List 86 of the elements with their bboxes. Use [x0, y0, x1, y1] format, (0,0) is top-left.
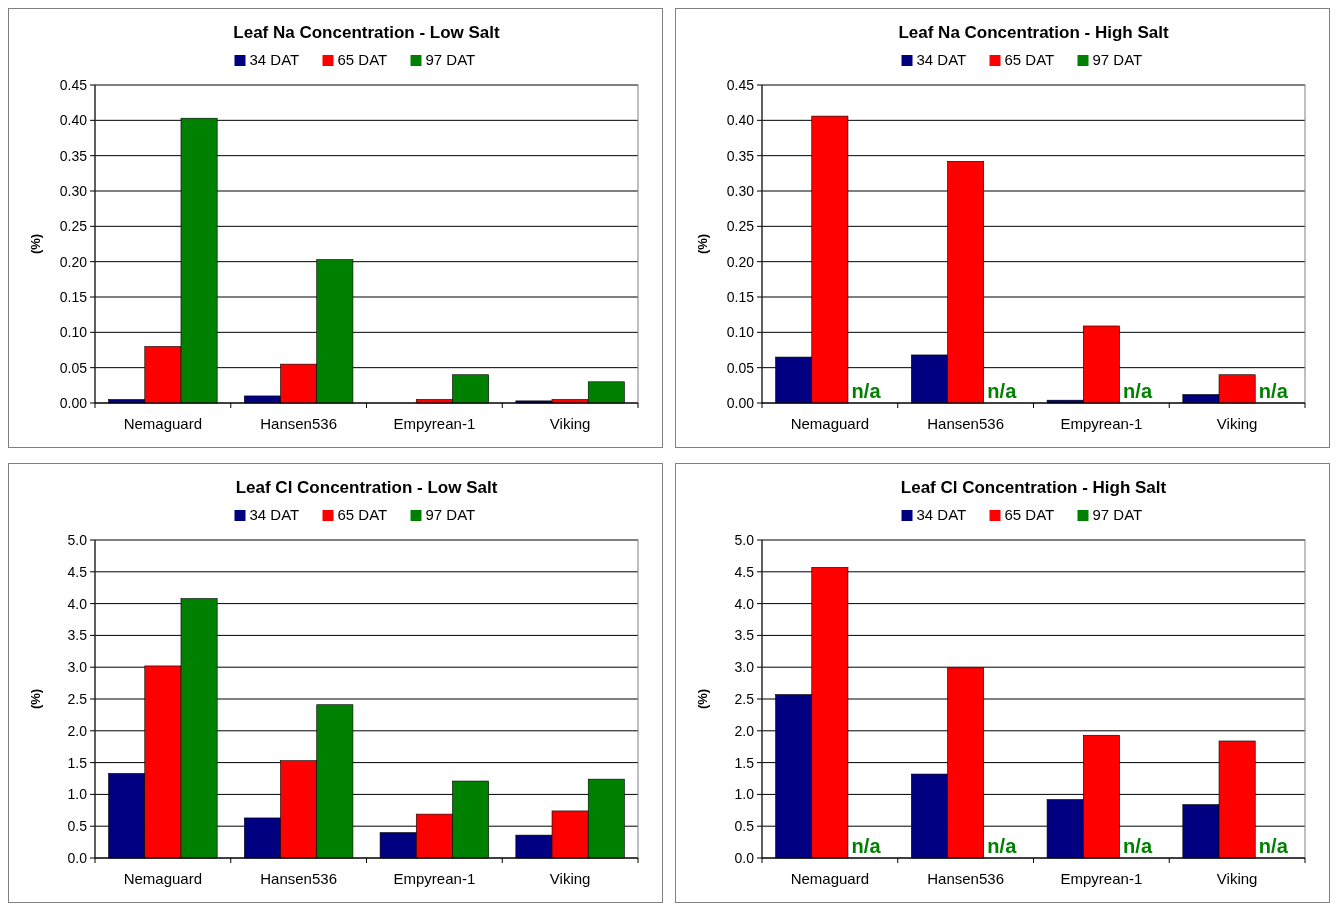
annotation: n/a	[987, 835, 1018, 857]
y-tick-label: 0.25	[726, 218, 755, 235]
legend-label: 65 DAT	[1004, 506, 1055, 523]
y-tick-label: 5.0	[734, 531, 755, 548]
legend-label: 65 DAT	[337, 506, 388, 523]
y-tick-label: 2.5	[734, 690, 755, 707]
y-tick-label: 0.5	[67, 818, 88, 835]
y-axis-title: (%)	[695, 688, 710, 710]
y-tick-label: 0.40	[59, 112, 88, 129]
chart-title: Leaf Na Concentration - High Salt	[898, 23, 1169, 42]
y-tick-label: 0.25	[59, 218, 88, 235]
y-axis-title: (%)	[695, 233, 710, 255]
y-tick-label: 0.10	[59, 324, 88, 341]
legend-label: 97 DAT	[425, 506, 476, 523]
y-tick-label: 3.0	[734, 659, 755, 676]
legend-label: 65 DAT	[1004, 51, 1055, 68]
y-tick-label: 3.5	[67, 627, 88, 644]
y-tick-label: 0.15	[59, 288, 88, 305]
y-tick-label: 3.5	[734, 627, 755, 644]
x-tick-label: Hansen536	[927, 415, 1004, 432]
y-tick-label: 0.30	[726, 182, 755, 199]
chart-title: Leaf Cl Concentration - High Salt	[900, 478, 1167, 497]
annotation: n/a	[1123, 835, 1153, 857]
y-tick-label: 0.40	[726, 112, 755, 129]
x-tick-label: Empyrean-1	[393, 870, 476, 887]
x-tick-label: Viking	[549, 415, 591, 432]
y-tick-label: 0.00	[59, 394, 88, 411]
y-tick-label: 0.45	[59, 76, 88, 93]
annotation: n/a	[1123, 380, 1153, 402]
legend-label: 34 DAT	[916, 506, 967, 523]
y-tick-label: 0.45	[726, 76, 755, 93]
legend-label: 97 DAT	[1092, 506, 1143, 523]
y-axis-title: (%)	[28, 233, 43, 255]
y-tick-label: 1.0	[734, 786, 755, 803]
y-tick-label: 0.15	[726, 288, 755, 305]
y-tick-label: 0.05	[726, 359, 755, 376]
x-tick-label: Empyrean-1	[1060, 415, 1143, 432]
x-tick-label: Viking	[1216, 415, 1258, 432]
y-tick-label: 4.0	[734, 595, 755, 612]
x-tick-label: Hansen536	[260, 415, 337, 432]
y-tick-label: 3.0	[67, 659, 88, 676]
y-tick-label: 0.10	[726, 324, 755, 341]
annotation: n/a	[851, 380, 882, 402]
x-tick-label: Nemaguard	[123, 415, 203, 432]
x-tick-label: Nemaguard	[790, 415, 870, 432]
x-tick-label: Nemaguard	[123, 870, 203, 887]
chart-title: Leaf Na Concentration - Low Salt	[233, 23, 501, 42]
y-tick-label: 0.5	[734, 818, 755, 835]
y-tick-label: 0.35	[726, 147, 755, 164]
y-tick-label: 0.20	[726, 253, 755, 270]
y-tick-label: 1.5	[67, 754, 88, 771]
y-tick-label: 2.0	[734, 722, 755, 739]
y-tick-label: 5.0	[67, 531, 88, 548]
y-tick-label: 0.20	[59, 253, 88, 270]
y-tick-label: 0.30	[59, 182, 88, 199]
y-tick-label: 2.0	[67, 722, 88, 739]
y-tick-label: 4.5	[734, 563, 755, 580]
y-tick-label: 0.05	[59, 359, 88, 376]
x-tick-label: Empyrean-1	[1060, 870, 1143, 887]
y-tick-label: 4.0	[67, 595, 88, 612]
x-tick-label: Hansen536	[927, 870, 1004, 887]
legend-label: 34 DAT	[249, 506, 300, 523]
legend-label: 34 DAT	[916, 51, 967, 68]
x-tick-label: Viking	[549, 870, 591, 887]
y-tick-label: 0.0	[734, 849, 755, 866]
annotation: n/a	[851, 835, 882, 857]
x-tick-label: Hansen536	[260, 870, 337, 887]
x-tick-label: Viking	[1216, 870, 1258, 887]
y-axis-title: (%)	[28, 688, 43, 710]
annotation: n/a	[987, 380, 1018, 402]
legend-label: 34 DAT	[249, 51, 300, 68]
y-tick-label: 1.0	[67, 786, 88, 803]
y-tick-label: 0.35	[59, 147, 88, 164]
legend-label: 97 DAT	[425, 51, 476, 68]
annotation: n/a	[1258, 835, 1289, 857]
y-tick-label: 1.5	[734, 754, 755, 771]
y-tick-label: 4.5	[67, 563, 88, 580]
x-tick-label: Empyrean-1	[393, 415, 476, 432]
y-tick-label: 0.0	[67, 849, 88, 866]
y-tick-label: 0.00	[726, 394, 755, 411]
annotation: n/a	[1258, 380, 1289, 402]
y-tick-label: 2.5	[67, 690, 88, 707]
legend-label: 97 DAT	[1092, 51, 1143, 68]
x-tick-label: Nemaguard	[790, 870, 870, 887]
chart-title: Leaf Cl Concentration - Low Salt	[235, 478, 498, 497]
legend-label: 65 DAT	[337, 51, 388, 68]
